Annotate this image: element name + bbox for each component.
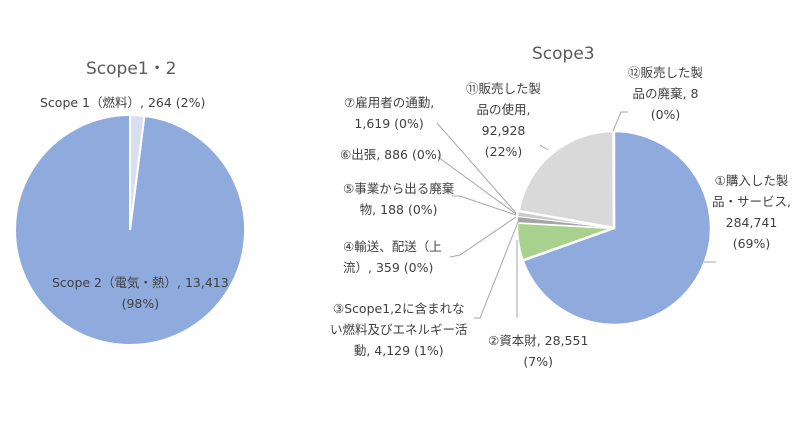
label-cat3: ③Scope1,2に含まれな い燃料及びエネルギー活 動, 4,129 (1%) xyxy=(330,301,468,358)
scope3-pie xyxy=(515,129,713,327)
label-cat11: ⑪販売した製 品の使用, 92,928 (22%) xyxy=(466,81,542,159)
label-scope1: Scope 1（燃料）, 264 (2%) xyxy=(40,95,206,110)
scope12-pie xyxy=(14,113,247,346)
slice-1[interactable] xyxy=(521,129,713,327)
scope12-title: Scope1・2 xyxy=(86,59,177,79)
label-cat7: ⑦雇用者の通勤, 1,619 (0%) xyxy=(344,95,435,131)
slice-scope1[interactable] xyxy=(129,113,146,231)
label-cat4: ④輸送、配送（上 流）, 359 (0%) xyxy=(343,239,442,275)
label-cat12: ⑫販売した製 品の廃棄, 8 (0%) xyxy=(628,65,704,122)
label-cat6: ⑥出張, 886 (0%) xyxy=(340,147,442,162)
label-cat1: ①購入した製 品・サービス, 284,741 (69%) xyxy=(712,173,791,251)
label-cat5: ⑤事業から出る廃棄 物, 188 (0%) xyxy=(343,181,455,217)
slice-11[interactable] xyxy=(517,129,616,230)
leader-lines xyxy=(436,111,716,319)
scope3-title: Scope3 xyxy=(532,44,595,64)
label-cat2: ②資本財, 28,551 (7%) xyxy=(488,333,589,369)
label-scope2: Scope 2（電気・熱）, 13,413 (98%) xyxy=(52,275,229,311)
